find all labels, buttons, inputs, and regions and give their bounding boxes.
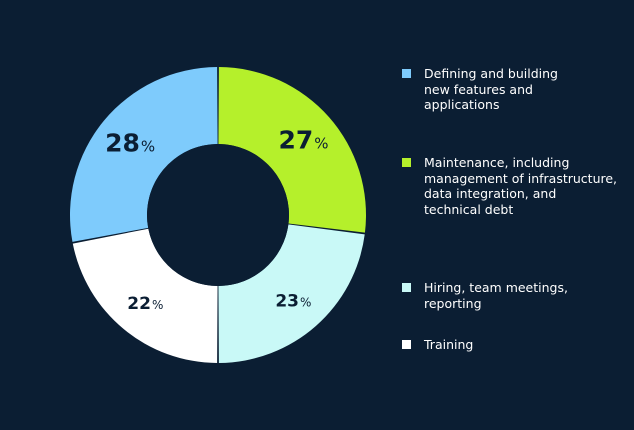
donut-slice [218, 67, 366, 233]
donut-slice [72, 228, 218, 363]
legend-label: Hiring, team meetings, reporting [424, 280, 568, 311]
legend-item-training: Training [402, 337, 624, 353]
legend-item-features: Defining and building new features and a… [402, 66, 624, 113]
legend-label: Maintenance, including management of inf… [424, 155, 618, 217]
legend-label: Defining and building new features and a… [424, 66, 558, 112]
data-label: 27% [278, 126, 328, 155]
data-label: 22% [127, 294, 163, 314]
data-label: 28% [105, 128, 155, 157]
legend-swatch [402, 283, 411, 292]
data-label: 23% [275, 292, 311, 312]
legend-label: Training [424, 337, 474, 352]
donut-slice [218, 224, 365, 363]
donut-slice [69, 67, 218, 242]
donut-hole [147, 144, 289, 286]
legend: Defining and building new features and a… [402, 0, 632, 430]
legend-item-hiring: Hiring, team meetings, reporting [402, 280, 624, 311]
legend-swatch [402, 158, 411, 167]
legend-item-maintenance: Maintenance, including management of inf… [402, 155, 624, 217]
legend-swatch [402, 69, 411, 78]
legend-swatch [402, 340, 411, 349]
